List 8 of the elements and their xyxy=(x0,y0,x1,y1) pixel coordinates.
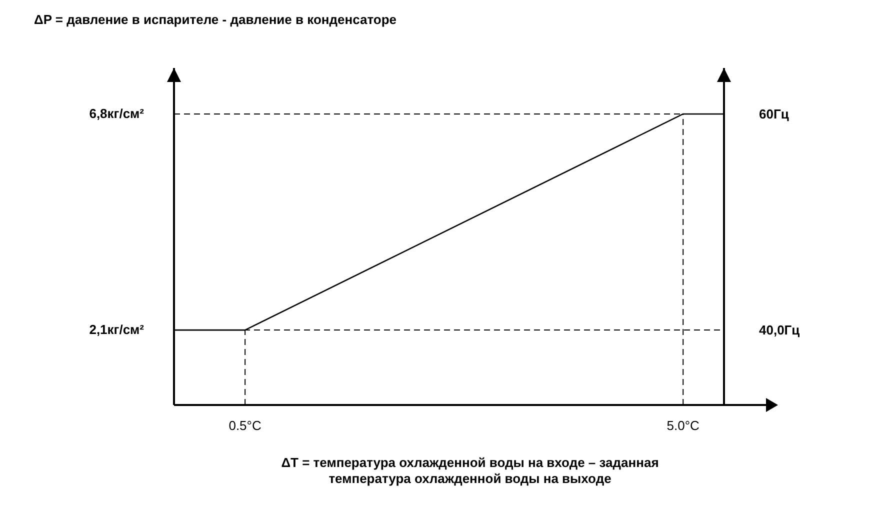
y2-tick-label: 60Гц xyxy=(759,106,789,122)
x-axis-title: ΔT = температура охлажденной воды на входе – заданная температура охлажденной воды на выходе xyxy=(281,455,659,486)
x-tick-label: 5.0°C xyxy=(666,418,700,433)
y-tick-label: 2,1кг/см² xyxy=(89,322,145,338)
x-tick-label: 0.5°C xyxy=(228,418,262,433)
y2-tick-label: 40,0Гц xyxy=(759,322,800,338)
y-tick-label: 6,8кг/см² xyxy=(89,106,145,121)
chart-title: ΔP = давление в испарителе - давление в конденсаторе xyxy=(34,12,397,27)
